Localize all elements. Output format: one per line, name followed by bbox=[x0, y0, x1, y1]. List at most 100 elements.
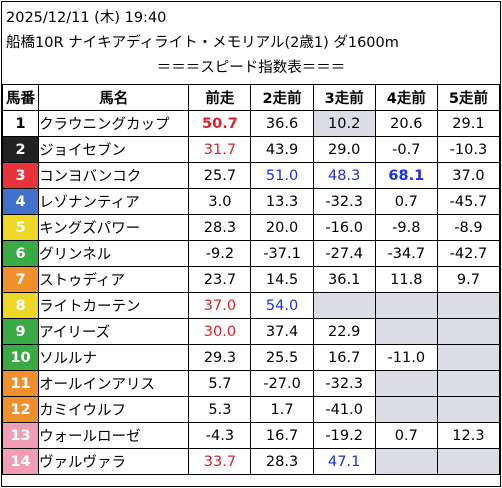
speed-index-cell bbox=[374, 448, 438, 475]
speed-index-cell: 36.1 bbox=[312, 266, 376, 293]
horse-number: 4 bbox=[1, 188, 40, 215]
speed-index-cell: 16.7 bbox=[312, 344, 376, 371]
table-row: 4 レゾナンティア 3.0 13.3 -32.3 0.7 -45.7 bbox=[1, 188, 501, 215]
speed-index-cell: 33.7 bbox=[188, 448, 252, 475]
horse-name: ヴァルヴァラ bbox=[38, 448, 190, 475]
speed-index-cell: 10.2 bbox=[312, 110, 376, 137]
table-row: 14 ヴァルヴァラ 33.7 28.3 47.1 bbox=[1, 448, 501, 475]
horse-number: 3 bbox=[1, 162, 40, 189]
horse-number: 9 bbox=[1, 318, 40, 345]
horse-name: アイリーズ bbox=[38, 318, 190, 345]
speed-index-cell bbox=[312, 292, 376, 319]
speed-index-cell: 16.7 bbox=[250, 422, 314, 449]
col-header-4back: 4走前 bbox=[374, 84, 438, 111]
speed-index-cell: -19.2 bbox=[312, 422, 376, 449]
speed-index-cell bbox=[374, 396, 438, 423]
table-row: 1 クラウニングカップ 50.7 36.6 10.2 20.6 29.1 bbox=[1, 110, 501, 137]
table-subtitle: ＝＝＝スピード指数表＝＝＝ bbox=[156, 60, 346, 76]
horse-number: 7 bbox=[1, 266, 40, 293]
speed-index-cell: -32.3 bbox=[312, 370, 376, 397]
speed-index-cell: 3.0 bbox=[188, 188, 252, 215]
speed-index-cell: -27.4 bbox=[312, 240, 376, 267]
horse-name: ストゥディア bbox=[38, 266, 190, 293]
table-row: 2 ジョイセブン 31.7 43.9 29.0 -0.7 -10.3 bbox=[1, 136, 501, 163]
horse-name: クラウニングカップ bbox=[38, 110, 190, 137]
speed-index-cell: -41.0 bbox=[312, 396, 376, 423]
horse-number: 11 bbox=[1, 370, 40, 397]
horse-name: キングズパワー bbox=[38, 214, 190, 241]
speed-index-cell: 37.0 bbox=[436, 162, 501, 189]
speed-index-cell: -27.0 bbox=[250, 370, 314, 397]
speed-index-cell: -10.3 bbox=[436, 136, 501, 163]
horse-number: 1 bbox=[1, 110, 40, 137]
col-header-name: 馬名 bbox=[38, 84, 190, 111]
speed-index-cell bbox=[436, 396, 501, 423]
horse-name: オールインアリス bbox=[38, 370, 190, 397]
speed-index-cell: 25.5 bbox=[250, 344, 314, 371]
speed-index-cell: 9.7 bbox=[436, 266, 501, 293]
col-header-2back: 2走前 bbox=[250, 84, 314, 111]
horse-name: ウォールローゼ bbox=[38, 422, 190, 449]
speed-index-cell: -8.9 bbox=[436, 214, 501, 241]
horse-number: 10 bbox=[1, 344, 40, 371]
speed-index-cell: 11.8 bbox=[374, 266, 438, 293]
table-row: 5 キングズパワー 28.3 20.0 -16.0 -9.8 -8.9 bbox=[1, 214, 501, 241]
horse-name: コンヨバンコク bbox=[38, 162, 190, 189]
speed-index-cell: -32.3 bbox=[312, 188, 376, 215]
speed-index-cell: 30.0 bbox=[188, 318, 252, 345]
speed-index-cell: 1.7 bbox=[250, 396, 314, 423]
horse-number: 6 bbox=[1, 240, 40, 267]
speed-index-cell bbox=[436, 292, 501, 319]
table-row: 11 オールインアリス 5.7 -27.0 -32.3 bbox=[1, 370, 501, 397]
table-header-row: 馬番 馬名 前走 2走前 3走前 4走前 5走前 bbox=[1, 84, 501, 111]
col-header-last: 前走 bbox=[188, 84, 252, 111]
speed-index-cell bbox=[436, 370, 501, 397]
speed-index-cell: 0.7 bbox=[374, 422, 438, 449]
speed-index-cell: 36.6 bbox=[250, 110, 314, 137]
speed-index-cell: 31.7 bbox=[188, 136, 252, 163]
speed-index-cell: -45.7 bbox=[436, 188, 501, 215]
table-row: 12 カミイウルフ 5.3 1.7 -41.0 bbox=[1, 396, 501, 423]
horse-name: ライトカーテン bbox=[38, 292, 190, 319]
horse-name: カミイウルフ bbox=[38, 396, 190, 423]
speed-index-cell: 25.7 bbox=[188, 162, 252, 189]
race-title: 船橋10R ナイキアディライト・メモリアル(2歳1) ダ1600m bbox=[6, 35, 399, 51]
horse-number: 14 bbox=[1, 448, 40, 475]
speed-index-cell bbox=[436, 448, 501, 475]
race-datetime: 2025/12/11 (木) 19:40 bbox=[6, 10, 167, 26]
horse-name: グリンネル bbox=[38, 240, 190, 267]
speed-index-cell bbox=[374, 370, 438, 397]
horse-number: 2 bbox=[1, 136, 40, 163]
col-header-number: 馬番 bbox=[1, 84, 40, 111]
speed-index-cell: 5.7 bbox=[188, 370, 252, 397]
speed-index-cell: -11.0 bbox=[374, 344, 438, 371]
horse-name: ソルルナ bbox=[38, 344, 190, 371]
speed-index-cell: -37.1 bbox=[250, 240, 314, 267]
speed-index-cell: 28.3 bbox=[188, 214, 252, 241]
speed-index-cell: 37.0 bbox=[188, 292, 252, 319]
speed-index-cell: 43.9 bbox=[250, 136, 314, 163]
table-row: 13 ウォールローゼ -4.3 16.7 -19.2 0.7 12.3 bbox=[1, 422, 501, 449]
speed-index-cell: 51.0 bbox=[250, 162, 314, 189]
table-row: 10 ソルルナ 29.3 25.5 16.7 -11.0 bbox=[1, 344, 501, 371]
horse-number: 5 bbox=[1, 214, 40, 241]
speed-index-cell bbox=[436, 318, 501, 345]
speed-index-cell: 14.5 bbox=[250, 266, 314, 293]
speed-index-cell: 20.6 bbox=[374, 110, 438, 137]
speed-index-cell bbox=[436, 344, 501, 371]
speed-index-cell: -4.3 bbox=[188, 422, 252, 449]
speed-index-cell: 29.1 bbox=[436, 110, 501, 137]
speed-index-cell: 48.3 bbox=[312, 162, 376, 189]
speed-index-cell: 29.0 bbox=[312, 136, 376, 163]
col-header-3back: 3走前 bbox=[312, 84, 376, 111]
speed-index-cell: 20.0 bbox=[250, 214, 314, 241]
speed-index-cell: 23.7 bbox=[188, 266, 252, 293]
table-row: 6 グリンネル -9.2 -37.1 -27.4 -34.7 -42.7 bbox=[1, 240, 501, 267]
speed-index-cell: 50.7 bbox=[188, 110, 252, 137]
table-row: 8 ライトカーテン 37.0 54.0 bbox=[1, 292, 501, 319]
speed-index-cell: 29.3 bbox=[188, 344, 252, 371]
speed-index-cell: -42.7 bbox=[436, 240, 501, 267]
speed-index-cell: 37.4 bbox=[250, 318, 314, 345]
speed-index-cell bbox=[374, 318, 438, 345]
